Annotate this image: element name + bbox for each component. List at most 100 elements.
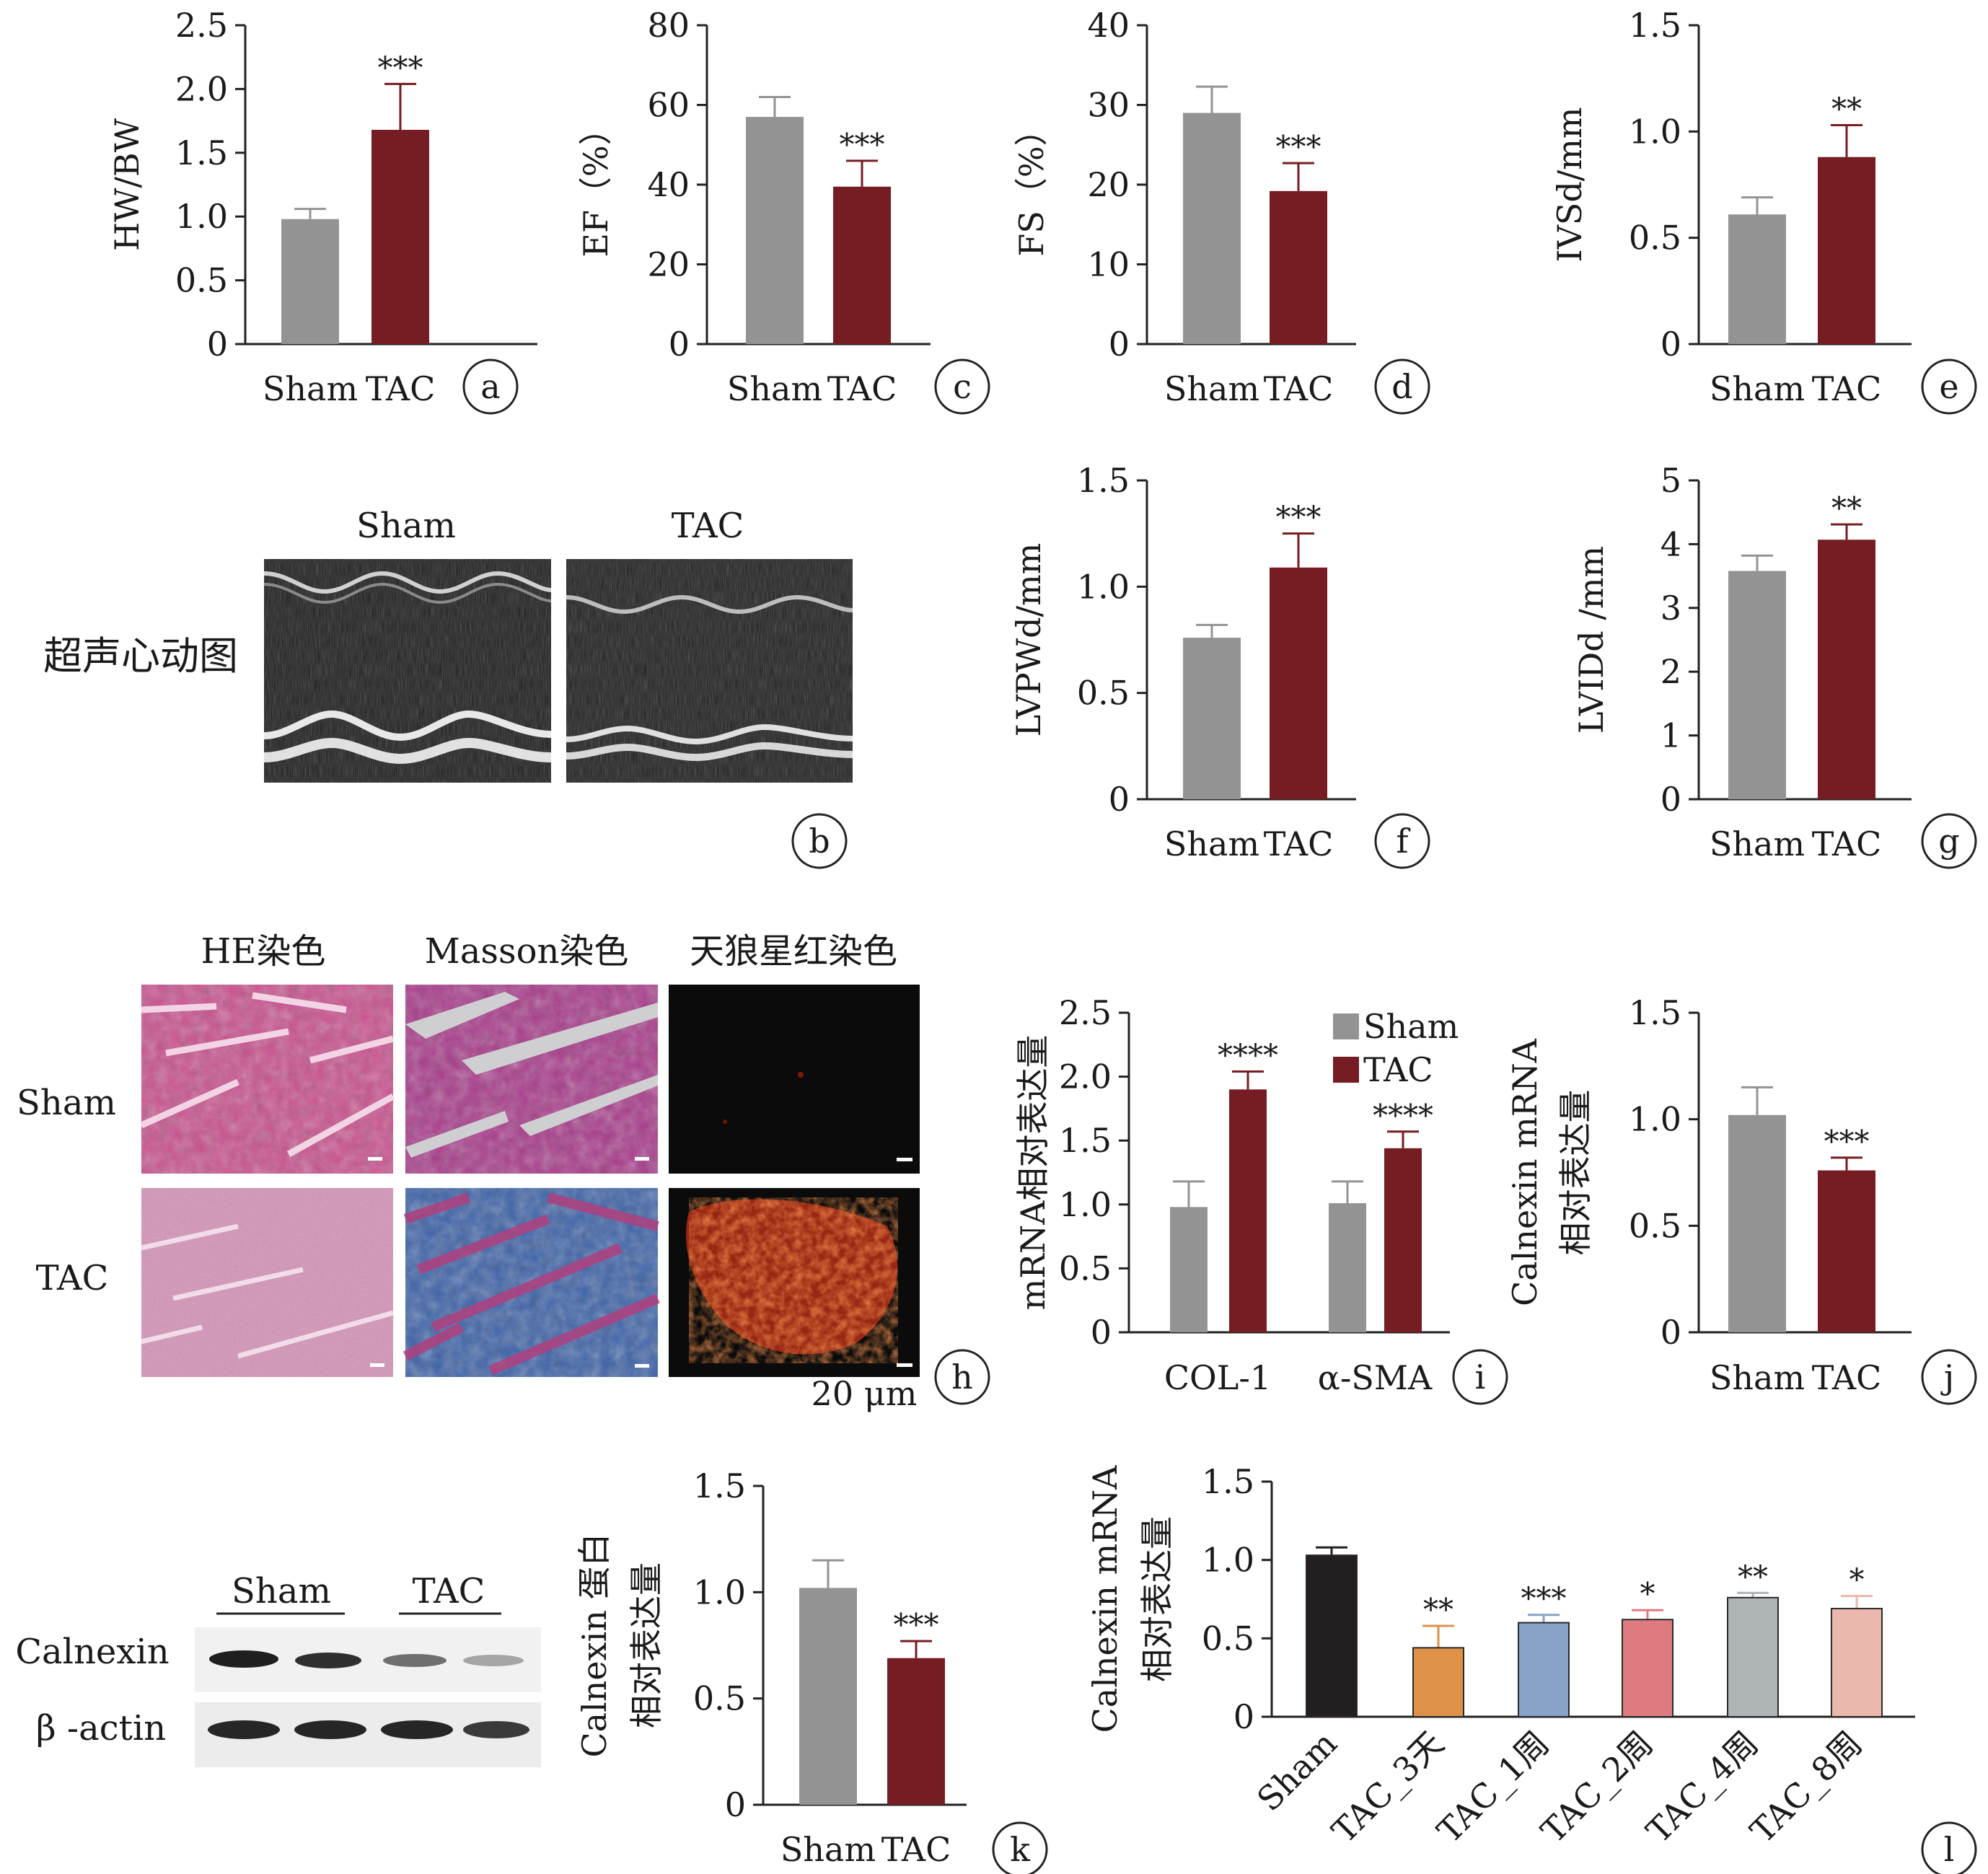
blot-band-calnexin-1 <box>209 1650 278 1668</box>
image-he-tac <box>141 1188 394 1377</box>
x-tick-label-k: TAC <box>881 1830 951 1869</box>
echo-image-tac <box>566 559 853 783</box>
chart-c-ef: 0 20 40 60 80 EF（%） Sham *** TAC c <box>576 6 990 415</box>
panel-label-circle-l <box>1921 1821 1977 1874</box>
echo-row-label: 超声心动图 <box>43 633 238 679</box>
x-tick-label-g: TAC <box>1812 824 1882 863</box>
y-axis-label-k: Calnexin 蛋白 <box>575 1533 614 1757</box>
bar-e-Sham <box>1728 214 1786 344</box>
legend-label-Sham: Sham <box>1363 1007 1459 1046</box>
bar-a-Sham <box>281 219 339 344</box>
x-tick-label-g: Sham <box>1710 824 1805 863</box>
y-tick-label-l: 0.5 <box>1202 1619 1254 1658</box>
bar-j-TAC <box>1818 1170 1875 1332</box>
y-tick-label-k: 0 <box>725 1785 746 1824</box>
y-axis-label-j: Calnexin mRNA <box>1505 1038 1544 1306</box>
panel-label-b: b <box>791 813 848 869</box>
y-tick-label-a: 0.5 <box>175 261 228 300</box>
y-axis-label-k: 相对表达量 <box>627 1562 666 1728</box>
bar-g-Sham <box>1728 571 1786 799</box>
panel-label-d: d <box>1391 367 1412 406</box>
image-masson-tac <box>403 1188 660 1377</box>
x-tick-label-j: Sham <box>1710 1358 1805 1397</box>
bar-l-TAC_4周 <box>1727 1596 1779 1717</box>
chart-g-lvidd: 0 1 2 3 4 5 LVIDd /mm Sham ** TAC g <box>1572 461 1977 869</box>
histology-row-tac: TAC <box>36 1258 109 1298</box>
y-axis-label-d: FS（%） <box>1012 113 1051 256</box>
echo-column-tac: TAC <box>672 506 744 546</box>
bar-l-TAC_1周 <box>1518 1622 1570 1718</box>
y-tick-label-k: 1.5 <box>693 1466 746 1505</box>
panel-label-i: i <box>1475 1358 1486 1396</box>
y-axis-label-l: Calnexin mRNA <box>1086 1465 1125 1733</box>
blot-band-actin-label: β -actin <box>36 1708 166 1748</box>
x-tick-label-l: TAC_3天 <box>1324 1724 1451 1851</box>
y-tick-label-g: 1 <box>1661 716 1681 755</box>
x-tick-label-f: Sham <box>1164 824 1259 863</box>
y-tick-label-c: 20 <box>647 245 690 284</box>
panel-label-circle-f <box>1374 813 1430 869</box>
bar-g-TAC <box>1818 540 1875 799</box>
y-tick-label-g: 5 <box>1661 461 1681 500</box>
significance-l: ** <box>1423 1592 1453 1627</box>
blot-band-actin-1 <box>208 1720 280 1739</box>
panel-label-b-text: b <box>809 822 830 861</box>
x-tick-label-e: TAC <box>1812 369 1882 408</box>
y-tick-label-k: 0.5 <box>693 1679 746 1718</box>
y-tick-label-f: 1.5 <box>1077 461 1130 500</box>
legend-swatch-Sham <box>1333 1013 1359 1039</box>
blot-band-calnexin-4 <box>463 1655 524 1666</box>
y-tick-label-l: 1.0 <box>1202 1541 1254 1580</box>
stain-column-he: HE染色 <box>201 931 326 972</box>
x-tick-label-a: Sham <box>263 369 358 408</box>
bar-k-TAC <box>887 1658 945 1805</box>
panel-label-c: c <box>953 367 972 406</box>
chart-k-calnexin-protein: 0 0.5 1.0 1.5 Calnexin 蛋白 相对表达量 Sham *** TAC k <box>575 1466 1048 1874</box>
echo-column-sham: Sham <box>356 506 456 546</box>
significance-i: **** <box>1218 1038 1278 1073</box>
image-sirius-red-tac <box>669 1188 920 1377</box>
blot-band-calnexin-2 <box>295 1653 361 1668</box>
y-tick-label-i: 1.5 <box>1059 1121 1112 1160</box>
y-tick-label-a: 2.5 <box>175 6 228 45</box>
y-tick-label-f: 1.0 <box>1077 567 1130 606</box>
panel-label-circle-a <box>462 358 519 415</box>
bar-i-α-SMA-Sham <box>1329 1203 1366 1332</box>
y-axis-label-j: 相对表达量 <box>1556 1090 1595 1256</box>
chart-f-lvpwd: 0 0.5 1.0 1.5 LVPWd/mm Sham *** TAC f <box>1009 461 1430 869</box>
image-sirius-red-sham <box>669 985 920 1174</box>
bar-d-TAC <box>1270 190 1327 344</box>
y-tick-label-j: 1.0 <box>1629 1100 1681 1139</box>
x-tick-label-i: α-SMA <box>1318 1358 1433 1397</box>
y-tick-label-i: 2.5 <box>1059 993 1112 1032</box>
legend-label-TAC: TAC <box>1363 1050 1433 1089</box>
significance-c: *** <box>840 127 885 162</box>
x-tick-label-l: TAC_2周 <box>1534 1724 1661 1851</box>
bar-k-Sham <box>799 1588 857 1805</box>
bar-l-TAC_2周 <box>1622 1619 1673 1718</box>
y-tick-label-c: 80 <box>647 6 690 45</box>
y-tick-label-j: 0 <box>1661 1313 1681 1352</box>
significance-l: * <box>1850 1562 1865 1598</box>
panel-label-circle-d <box>1374 358 1430 415</box>
y-tick-label-j: 1.5 <box>1629 993 1681 1032</box>
y-tick-label-l: 0 <box>1233 1697 1254 1736</box>
y-tick-label-k: 1.0 <box>693 1572 746 1611</box>
y-tick-label-c: 60 <box>647 86 690 125</box>
x-tick-label-c: TAC <box>827 369 897 408</box>
bar-c-TAC <box>833 186 891 344</box>
bar-l-TAC_3天 <box>1412 1647 1464 1717</box>
x-tick-label-l: TAC_4周 <box>1639 1724 1766 1851</box>
panel-label-circle-c <box>934 358 990 415</box>
chart-d-fs: 0 10 20 30 40 FS（%） Sham *** TAC d <box>1012 6 1430 415</box>
bar-l-Sham <box>1306 1554 1358 1718</box>
x-tick-label-d: Sham <box>1164 369 1259 408</box>
y-axis-label-e: IVSd/mm <box>1550 107 1589 262</box>
significance-e: ** <box>1831 91 1862 126</box>
panel-label-g: g <box>1938 822 1959 861</box>
y-tick-label-g: 0 <box>1661 780 1681 819</box>
y-tick-label-e: 0 <box>1661 325 1681 364</box>
panel-label-circle-i <box>1452 1349 1508 1405</box>
bar-e-TAC <box>1818 157 1875 344</box>
